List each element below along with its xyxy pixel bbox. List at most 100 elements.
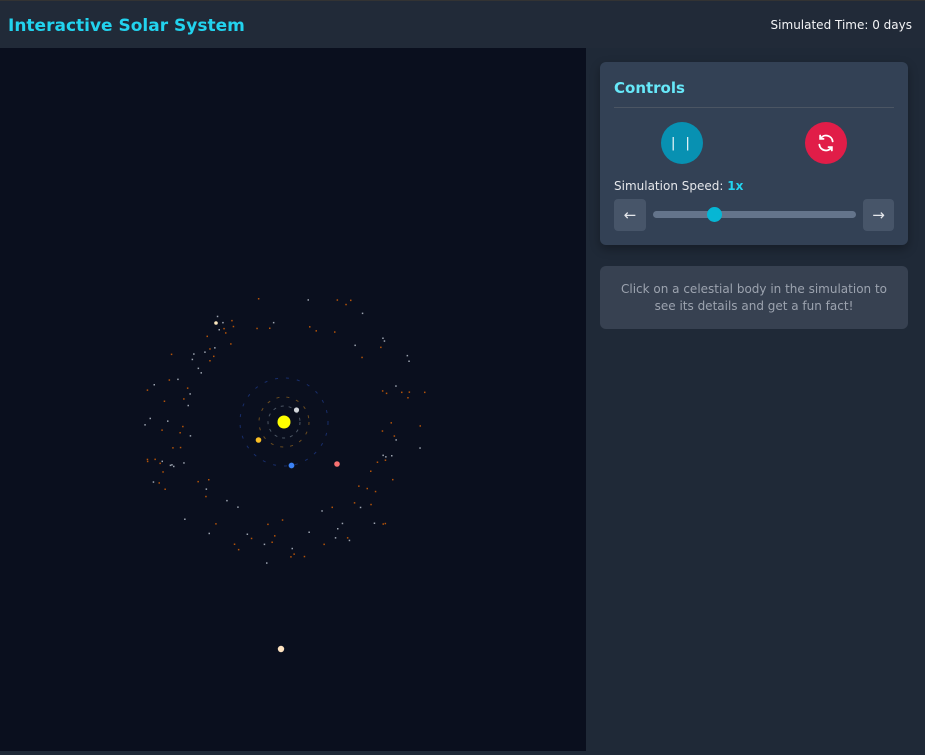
asteroid	[384, 459, 387, 461]
asteroid-belts	[144, 298, 426, 564]
asteroid	[193, 353, 195, 355]
asteroid	[154, 458, 156, 461]
asteroid	[197, 367, 200, 370]
asteroid	[246, 533, 249, 535]
asteroid	[161, 460, 163, 463]
speed-slider-thumb[interactable]	[706, 207, 722, 222]
asteroid	[308, 531, 310, 533]
mercury-orbit	[267, 405, 301, 439]
asteroid	[309, 326, 311, 328]
speed-value: 1x	[727, 179, 744, 193]
planet-outer[interactable]	[214, 321, 218, 325]
asteroid	[381, 390, 384, 392]
asteroid	[263, 543, 266, 546]
asteroid	[168, 379, 171, 381]
pause-button[interactable]: | |	[661, 122, 703, 164]
asteroid	[189, 393, 191, 395]
asteroid	[382, 454, 384, 457]
asteroid	[164, 488, 166, 490]
asteroid	[376, 461, 379, 463]
arrow-left-icon: ←	[623, 206, 637, 224]
asteroid	[370, 503, 372, 506]
asteroid	[169, 464, 172, 467]
asteroid	[226, 499, 228, 502]
speed-slider[interactable]	[653, 207, 856, 222]
solar-system-view[interactable]	[0, 48, 586, 751]
asteroid	[215, 523, 217, 525]
asteroid	[183, 398, 185, 400]
asteroid	[250, 537, 253, 540]
planet-mars[interactable]	[334, 461, 340, 467]
asteroid	[179, 446, 182, 449]
asteroid	[385, 392, 388, 395]
asteroid	[323, 543, 325, 546]
asteroid	[204, 351, 206, 353]
asteroid	[350, 299, 352, 302]
asteroid	[144, 424, 146, 426]
asteroid	[209, 348, 211, 350]
asteroid	[218, 329, 220, 331]
asteroid	[231, 319, 233, 322]
asteroid	[230, 343, 232, 345]
asteroid	[187, 404, 189, 407]
asteroid	[173, 465, 175, 468]
arrow-right-icon: →	[872, 206, 885, 224]
asteroid	[266, 562, 268, 564]
asteroid	[291, 547, 293, 550]
asteroid	[358, 485, 360, 487]
asteroid	[225, 332, 227, 334]
asteroid	[267, 523, 269, 526]
planet-mercury[interactable]	[293, 407, 300, 413]
asteroid	[382, 337, 384, 339]
asteroid	[182, 425, 184, 428]
asteroid	[179, 432, 181, 434]
planet-distant[interactable]	[277, 645, 285, 653]
asteroid	[281, 519, 284, 521]
divider	[614, 107, 894, 108]
asteroid	[171, 464, 173, 466]
asteroid	[419, 447, 421, 449]
reset-button[interactable]	[805, 122, 847, 164]
sun[interactable]	[277, 415, 291, 429]
info-panel: Click on a celestial body in the simulat…	[600, 266, 908, 329]
decrease-speed-button[interactable]: ←	[614, 199, 646, 231]
asteroid	[271, 541, 273, 543]
asteroid	[392, 478, 394, 481]
asteroid	[146, 389, 149, 391]
venus-orbit	[258, 396, 310, 448]
asteroid	[146, 458, 149, 461]
simulation-canvas[interactable]	[0, 48, 586, 751]
asteroid	[408, 360, 410, 362]
asteroid	[209, 360, 211, 362]
asteroid	[162, 471, 164, 473]
asteroid	[370, 470, 372, 472]
asteroid	[408, 391, 411, 393]
asteroid	[382, 523, 384, 525]
asteroid	[206, 335, 208, 338]
asteroid	[222, 321, 224, 324]
asteroid	[189, 435, 192, 437]
asteroid	[205, 495, 207, 498]
asteroid	[373, 522, 376, 524]
asteroid	[163, 400, 166, 402]
asteroid	[341, 522, 344, 525]
asteroid	[331, 506, 333, 509]
asteroid	[346, 537, 349, 539]
asteroid	[167, 420, 169, 422]
asteroid	[348, 539, 351, 542]
asteroid	[186, 387, 189, 389]
planet-earth[interactable]	[288, 462, 295, 469]
asteroid	[237, 506, 239, 508]
increase-speed-button[interactable]: →	[863, 199, 894, 231]
asteroid	[274, 535, 276, 537]
asteroid	[152, 481, 155, 483]
asteroid	[197, 480, 199, 483]
asteroid	[395, 385, 397, 387]
pause-icon: | |	[671, 135, 693, 151]
planet-venus[interactable]	[255, 437, 262, 443]
refresh-icon	[818, 134, 834, 152]
asteroid	[361, 312, 364, 315]
asteroid	[214, 347, 216, 349]
asteroid	[183, 462, 185, 464]
asteroid	[374, 490, 377, 493]
